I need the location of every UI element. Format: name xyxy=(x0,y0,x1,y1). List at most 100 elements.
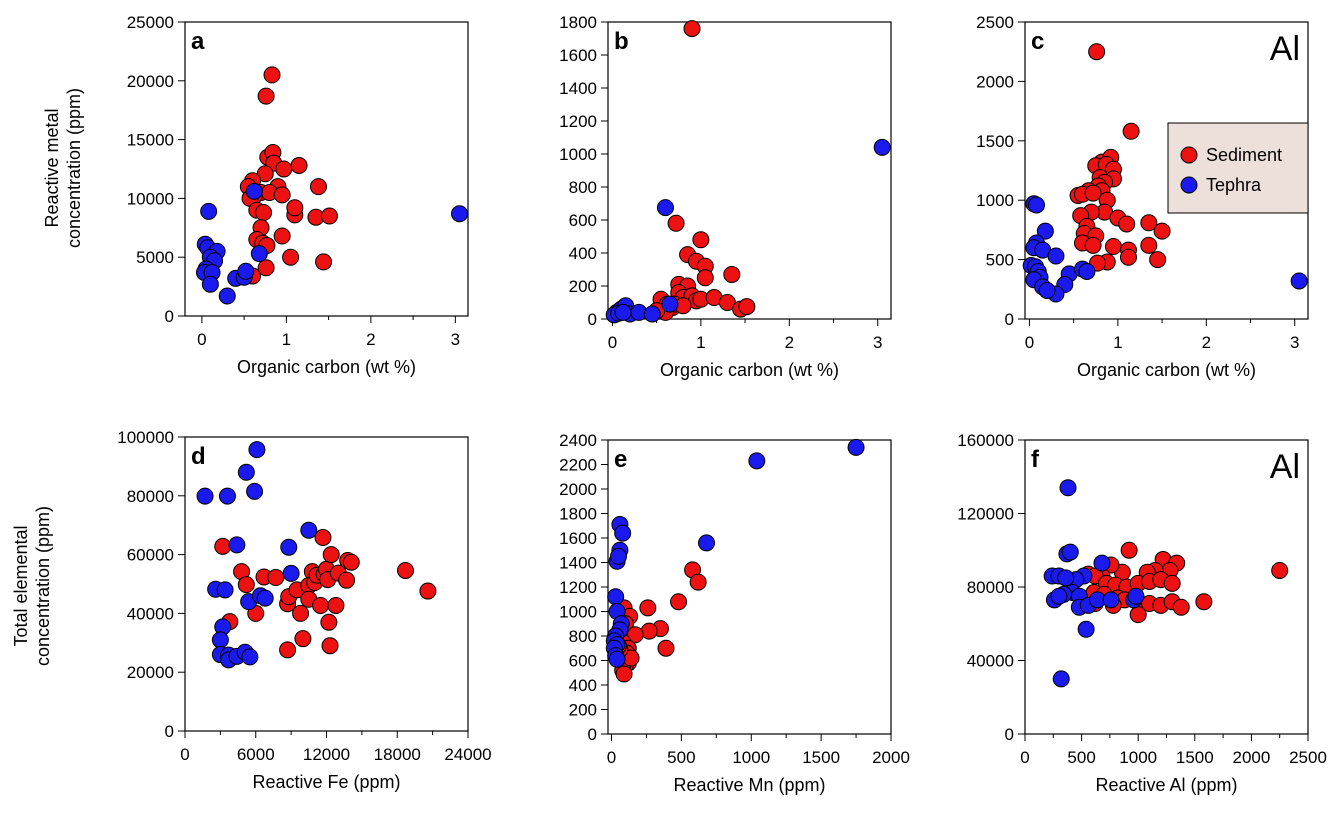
tephra-point xyxy=(280,538,298,556)
tephra-point xyxy=(1290,272,1308,290)
x-tick-label: 0 xyxy=(607,748,616,767)
legend-label-sediment: Sediment xyxy=(1206,145,1282,165)
y-tick-label: 80000 xyxy=(127,487,174,506)
tephra-point xyxy=(1047,247,1065,265)
x-axis-title: Organic carbon (wt %) xyxy=(660,360,839,380)
sediment-point xyxy=(327,596,345,614)
tephra-point xyxy=(246,482,264,500)
tephra-point xyxy=(847,438,865,456)
sediment-point xyxy=(279,641,297,659)
y-tick-label: 800 xyxy=(569,627,597,646)
sediment-point xyxy=(640,622,658,640)
sediment-point xyxy=(419,582,437,600)
x-tick-label: 1000 xyxy=(1119,748,1157,767)
y-tick-label: 80000 xyxy=(967,578,1014,597)
x-tick-label: 0 xyxy=(608,333,617,352)
series-tephra xyxy=(605,438,865,668)
legend-box xyxy=(1167,122,1309,214)
panel-letter: b xyxy=(614,28,629,55)
panel-letter: a xyxy=(191,28,205,55)
tephra-point xyxy=(661,295,679,313)
y-tick-label: 1600 xyxy=(559,529,597,548)
x-tick-label: 24000 xyxy=(444,745,491,764)
tephra-point xyxy=(300,521,318,539)
tephra-point xyxy=(614,524,632,542)
tephra-point xyxy=(1127,587,1145,605)
y-tick-label: 100000 xyxy=(117,428,174,447)
tephra-point xyxy=(1057,569,1075,587)
sediment-point xyxy=(263,66,281,84)
tephra-point xyxy=(643,305,661,323)
y-tick-label: 1200 xyxy=(559,578,597,597)
x-tick-label: 2000 xyxy=(1232,748,1270,767)
sediment-point xyxy=(320,207,338,225)
panel-f: 0 500 1000 1500 2000 2500 0 40000 80000 120000 160… xyxy=(957,431,1327,795)
x-axis-title: Organic carbon (wt %) xyxy=(1077,360,1256,380)
x-tick-label: 2500 xyxy=(1289,748,1327,767)
sediment-point xyxy=(342,553,360,571)
panel-e: 0 500 1000 1500 2000 0 200 400 600 800 1000 1200 140… xyxy=(559,431,910,795)
series-tephra xyxy=(605,138,891,324)
tephra-point xyxy=(1102,591,1120,609)
x-tick-label: 2 xyxy=(1202,333,1211,352)
tephra-point xyxy=(200,202,218,220)
tephra-point xyxy=(241,648,259,666)
tephra-point xyxy=(1077,620,1095,638)
sediment-point xyxy=(1122,122,1140,140)
y-tick-label: 0 xyxy=(588,310,597,329)
y-tick-label: 20000 xyxy=(127,72,174,91)
x-tick-label: 1000 xyxy=(732,748,770,767)
y-tick-label: 0 xyxy=(588,725,597,744)
sediment-point xyxy=(692,231,710,249)
x-tick-label: 1500 xyxy=(1176,748,1214,767)
x-tick-label: 0 xyxy=(1020,748,1029,767)
shared-ylabel-top-line-1: Reactive metal xyxy=(42,108,62,227)
sediment-point xyxy=(315,253,333,271)
sediment-point xyxy=(1119,248,1137,266)
series-sediment xyxy=(214,529,437,659)
panel-letter: f xyxy=(1031,446,1040,473)
panel-letter: d xyxy=(191,443,206,470)
y-tick-label: 600 xyxy=(569,652,597,671)
sediment-point xyxy=(1120,541,1138,559)
tephra-point xyxy=(211,631,229,649)
element-label: Al xyxy=(1270,30,1300,68)
y-tick-label: 5000 xyxy=(136,248,174,267)
tephra-point xyxy=(237,262,255,280)
y-tick-label: 400 xyxy=(569,244,597,263)
y-tick-label: 120000 xyxy=(957,505,1014,524)
x-tick-label: 3 xyxy=(1290,333,1299,352)
y-tick-label: 40000 xyxy=(967,652,1014,671)
x-tick-label: 2 xyxy=(366,330,375,349)
sediment-point xyxy=(723,265,741,283)
sediment-point xyxy=(282,248,300,266)
legend-label-tephra: Tephra xyxy=(1206,175,1262,195)
sediment-point xyxy=(320,613,338,631)
y-tick-label: 160000 xyxy=(957,431,1014,450)
tephra-point xyxy=(1052,670,1070,688)
sediment-point xyxy=(667,214,685,232)
tephra-point xyxy=(614,303,632,321)
series-tephra xyxy=(1043,479,1145,688)
legend: Sediment Tephra xyxy=(1167,122,1309,214)
tephra-point xyxy=(1027,196,1045,214)
tephra-point xyxy=(1061,543,1079,561)
x-tick-label: 6000 xyxy=(237,745,275,764)
sediment-point xyxy=(1149,251,1167,269)
tephra-point xyxy=(237,463,255,481)
sediment-point xyxy=(286,199,304,217)
x-tick-label: 0 xyxy=(1025,333,1034,352)
y-tick-label: 15000 xyxy=(127,131,174,150)
x-tick-label: 18000 xyxy=(374,745,421,764)
series-sediment xyxy=(1069,43,1171,272)
y-tick-label: 2000 xyxy=(559,480,597,499)
x-tick-label: 12000 xyxy=(303,745,350,764)
tephra-point xyxy=(228,536,246,554)
sediment-point xyxy=(292,604,310,622)
sediment-point xyxy=(615,665,633,683)
tephra-point xyxy=(218,287,236,305)
y-tick-label: 2000 xyxy=(976,72,1014,91)
x-tick-label: 0 xyxy=(197,330,206,349)
